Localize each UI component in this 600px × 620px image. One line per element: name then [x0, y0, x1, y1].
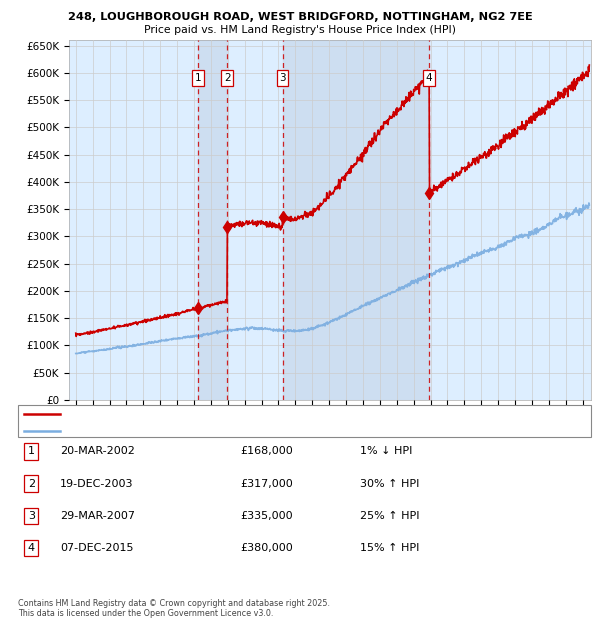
- Text: 07-DEC-2015: 07-DEC-2015: [60, 543, 133, 553]
- Text: 2: 2: [224, 73, 230, 83]
- Text: 30% ↑ HPI: 30% ↑ HPI: [360, 479, 419, 489]
- Text: 29-MAR-2007: 29-MAR-2007: [60, 511, 135, 521]
- Text: £380,000: £380,000: [240, 543, 293, 553]
- Text: 1: 1: [28, 446, 35, 456]
- Text: 2: 2: [28, 479, 35, 489]
- Text: £335,000: £335,000: [240, 511, 293, 521]
- Text: 3: 3: [28, 511, 35, 521]
- Text: 1: 1: [194, 73, 201, 83]
- Text: £168,000: £168,000: [240, 446, 293, 456]
- Text: 20-MAR-2002: 20-MAR-2002: [60, 446, 135, 456]
- Text: 248, LOUGHBOROUGH ROAD, WEST BRIDGFORD, NOTTINGHAM, NG2 7EE (detached house): 248, LOUGHBOROUGH ROAD, WEST BRIDGFORD, …: [66, 410, 500, 418]
- Text: 15% ↑ HPI: 15% ↑ HPI: [360, 543, 419, 553]
- Bar: [283, 40, 429, 400]
- Text: Price paid vs. HM Land Registry's House Price Index (HPI): Price paid vs. HM Land Registry's House …: [144, 25, 456, 35]
- Text: 25% ↑ HPI: 25% ↑ HPI: [360, 511, 419, 521]
- Text: 4: 4: [426, 73, 433, 83]
- Text: 19-DEC-2003: 19-DEC-2003: [60, 479, 133, 489]
- Text: HPI: Average price, detached house, Rushcliffe: HPI: Average price, detached house, Rush…: [66, 427, 289, 435]
- Text: 1% ↓ HPI: 1% ↓ HPI: [360, 446, 412, 456]
- Text: 248, LOUGHBOROUGH ROAD, WEST BRIDGFORD, NOTTINGHAM, NG2 7EE: 248, LOUGHBOROUGH ROAD, WEST BRIDGFORD, …: [68, 12, 532, 22]
- Text: £317,000: £317,000: [240, 479, 293, 489]
- Text: Contains HM Land Registry data © Crown copyright and database right 2025.
This d: Contains HM Land Registry data © Crown c…: [18, 599, 330, 618]
- Text: 4: 4: [28, 543, 35, 553]
- Bar: [198, 40, 227, 400]
- Text: 3: 3: [279, 73, 286, 83]
